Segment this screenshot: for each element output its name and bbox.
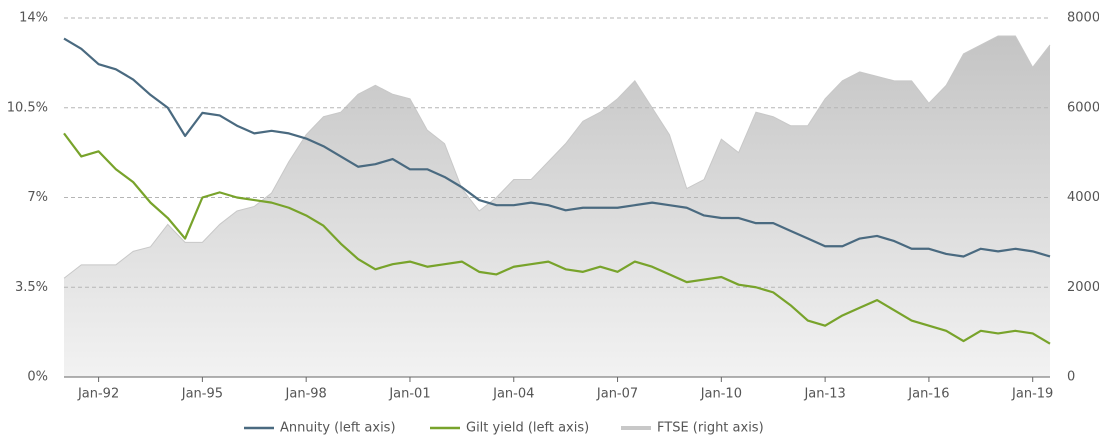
legend-label: FTSE (right axis) bbox=[657, 421, 764, 436]
y2-tick-label: 2000 bbox=[1067, 280, 1099, 295]
x-tick-label: Jan-10 bbox=[700, 387, 742, 402]
x-tick-label: Jan-98 bbox=[285, 387, 327, 402]
y2-tick-label: 4000 bbox=[1067, 190, 1099, 205]
x-tick-label: Jan-01 bbox=[388, 387, 430, 402]
x-tick-label: Jan-07 bbox=[596, 387, 638, 402]
line bbox=[63, 132, 1051, 345]
y-tick-label: 7% bbox=[27, 190, 48, 205]
y2-tick-label: 6000 bbox=[1067, 100, 1099, 115]
y-tick-label: 10.5% bbox=[7, 100, 48, 115]
x-tick-label: Jan-92 bbox=[77, 387, 119, 402]
area-outline bbox=[63, 35, 1051, 279]
x-tick-label: Jan-95 bbox=[181, 387, 223, 402]
y2-tick-label: 8000 bbox=[1067, 11, 1099, 26]
area-fill bbox=[64, 35, 1050, 377]
x-tick-label: Jan-13 bbox=[803, 387, 845, 402]
line bbox=[63, 37, 1051, 258]
y-tick-label: 3.5% bbox=[15, 280, 48, 295]
x-tick-label: Jan-04 bbox=[492, 387, 534, 402]
y2-tick-label: 0 bbox=[1067, 370, 1075, 385]
y-tick-label: 14% bbox=[19, 11, 48, 26]
legend-label: Gilt yield (left axis) bbox=[466, 421, 589, 436]
x-tick-label: Jan-16 bbox=[907, 387, 949, 402]
y-tick-label: 0% bbox=[27, 370, 48, 385]
legend-label: Annuity (left axis) bbox=[280, 421, 396, 436]
x-tick-label: Jan-19 bbox=[1011, 387, 1053, 402]
